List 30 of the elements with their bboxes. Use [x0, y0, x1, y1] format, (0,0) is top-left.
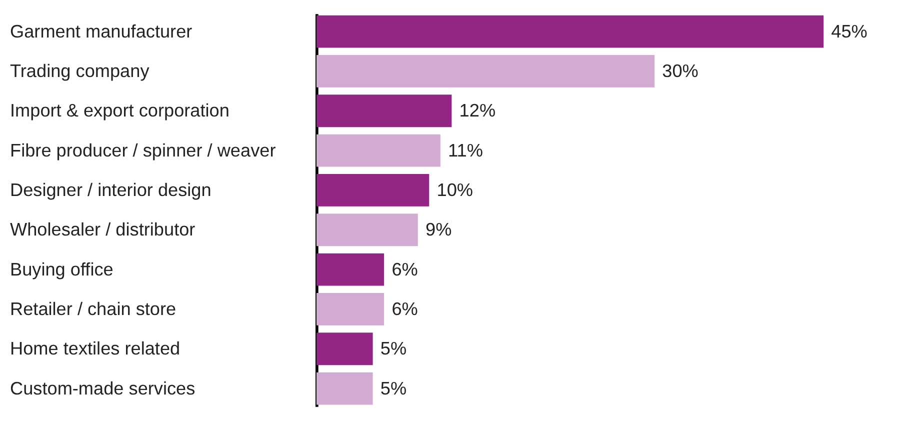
data-label: 11%: [448, 140, 483, 160]
y-tick-label: Garment manufacturer: [10, 21, 192, 42]
bar: [316, 214, 418, 246]
y-tick-label: Buying office: [10, 259, 114, 280]
bar: [316, 94, 452, 128]
data-label: 5%: [380, 378, 407, 398]
data-label: 45%: [831, 21, 868, 42]
y-tick-label: Retailer / chain store: [10, 298, 176, 319]
y-tick-label: Designer / interior design: [10, 180, 212, 200]
y-tick-label: Import & export corporation: [10, 100, 230, 121]
bar: [316, 332, 373, 366]
data-label: 30%: [662, 60, 698, 81]
data-label: 12%: [459, 100, 496, 121]
y-tick-label: Home textiles related: [10, 338, 180, 359]
data-label: 10%: [436, 180, 474, 200]
y-tick-label: Fibre producer / spinner / weaver: [10, 140, 276, 160]
y-tick-label: Trading company: [10, 60, 150, 81]
bar: [316, 55, 655, 88]
data-label: 9%: [425, 220, 452, 240]
data-label: 6%: [392, 259, 418, 280]
data-label: 6%: [392, 298, 418, 319]
y-tick-label: Wholesaler / distributor: [10, 220, 196, 240]
bar: [316, 134, 440, 167]
bar: [316, 15, 824, 48]
y-tick-label: Custom-made services: [10, 378, 196, 398]
bar: [316, 372, 373, 405]
data-label: 5%: [380, 338, 407, 359]
bar: [316, 253, 384, 286]
bar: [316, 174, 430, 206]
bar: [316, 293, 384, 326]
